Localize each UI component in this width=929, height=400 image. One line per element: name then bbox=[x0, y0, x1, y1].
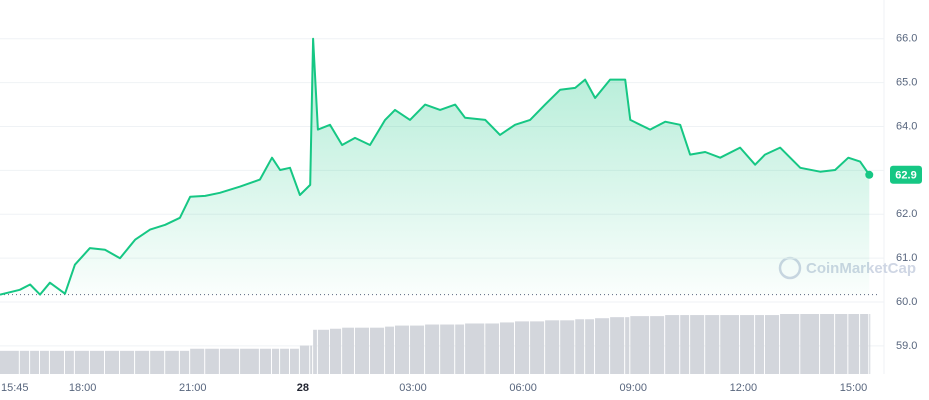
volume-bar bbox=[575, 319, 585, 374]
volume-bar bbox=[342, 327, 354, 374]
volume-bar bbox=[310, 345, 313, 374]
volume-bar bbox=[165, 350, 179, 374]
y-tick-label: 64.0 bbox=[896, 120, 917, 132]
x-tick-label: 06:00 bbox=[509, 382, 537, 394]
volume-bar bbox=[860, 314, 869, 374]
volume-bar bbox=[560, 320, 575, 374]
volume-bar bbox=[740, 315, 755, 374]
volume-bar bbox=[410, 325, 425, 374]
volume-bar bbox=[135, 350, 150, 374]
volume-bar bbox=[0, 350, 19, 374]
volume-bar bbox=[625, 317, 630, 374]
price-line bbox=[0, 37, 871, 296]
volume-bar bbox=[595, 318, 610, 374]
volume-bar bbox=[425, 324, 440, 374]
y-tick-label: 60.0 bbox=[896, 296, 917, 308]
volume-bar bbox=[680, 315, 690, 374]
volume-bar bbox=[30, 350, 40, 374]
y-tick-label: 65.0 bbox=[896, 77, 917, 89]
volume-bar bbox=[585, 319, 595, 374]
y-tick-label: 62.0 bbox=[896, 208, 917, 220]
volume-bar bbox=[515, 321, 530, 374]
x-tick-label: 21:00 bbox=[179, 382, 207, 394]
y-tick-label: 61.0 bbox=[896, 252, 917, 264]
volume-bar bbox=[455, 324, 465, 374]
volume-bar bbox=[440, 324, 455, 374]
price-area bbox=[0, 38, 870, 295]
volume-bar bbox=[394, 325, 410, 374]
volume-bar bbox=[665, 315, 680, 374]
volume-bar bbox=[205, 348, 219, 374]
volume-bar bbox=[610, 317, 625, 374]
volume-bar bbox=[272, 348, 280, 374]
volume-bar bbox=[530, 321, 545, 374]
volume-bar bbox=[179, 350, 190, 374]
volume-bar bbox=[545, 320, 560, 374]
volume-bar bbox=[499, 322, 515, 374]
volume-bar bbox=[800, 314, 820, 374]
volume-bar bbox=[240, 348, 259, 374]
last-price-badge bbox=[890, 165, 922, 184]
volume-bar bbox=[780, 314, 800, 374]
volume-bar bbox=[835, 314, 848, 374]
volume-bar bbox=[120, 350, 135, 374]
volume-bar bbox=[869, 314, 871, 374]
last-point bbox=[865, 170, 874, 179]
volume-bar bbox=[190, 348, 205, 374]
volume-bar bbox=[765, 315, 780, 374]
volume-bar bbox=[89, 350, 104, 374]
volume-bar bbox=[64, 350, 74, 374]
volume-bar bbox=[720, 315, 740, 374]
volume-bar bbox=[219, 348, 240, 374]
volume-bar bbox=[330, 328, 342, 374]
x-tick-label: 18:00 bbox=[69, 382, 97, 394]
volume-bar bbox=[370, 327, 385, 374]
volume-bar bbox=[755, 315, 765, 374]
volume-bar bbox=[74, 350, 89, 374]
x-tick-label: 03:00 bbox=[399, 382, 427, 394]
y-tick-label: 66.0 bbox=[896, 33, 917, 45]
volume-bar bbox=[354, 327, 370, 374]
x-tick-label: 09:00 bbox=[619, 382, 647, 394]
volume-bar bbox=[290, 348, 299, 374]
y-tick-label: 59.0 bbox=[896, 340, 917, 352]
volume-bar bbox=[150, 350, 165, 374]
volume-bar bbox=[690, 315, 705, 374]
volume-bar bbox=[299, 345, 310, 374]
volume-bar bbox=[313, 329, 317, 374]
volume-bar bbox=[848, 314, 860, 374]
volume-bar bbox=[104, 350, 120, 374]
last-price-label: 62.9 bbox=[895, 170, 916, 182]
volume-bar bbox=[385, 326, 394, 374]
volume-bar bbox=[485, 323, 499, 374]
volume-bar bbox=[705, 315, 720, 374]
volume-bar bbox=[40, 350, 49, 374]
x-tick-label: 12:00 bbox=[730, 382, 758, 394]
volume-bar bbox=[259, 348, 272, 374]
volume-bar bbox=[49, 350, 64, 374]
volume-bar bbox=[820, 314, 835, 374]
volume-bar bbox=[280, 348, 289, 374]
x-tick-label: 15:45 bbox=[1, 382, 29, 394]
volume-bar bbox=[317, 329, 330, 374]
x-tick-label: 15:00 bbox=[840, 382, 868, 394]
volume-bar bbox=[650, 316, 665, 374]
x-tick-label: 28 bbox=[297, 382, 309, 394]
volume-bar bbox=[19, 350, 30, 374]
volume-bar bbox=[630, 316, 650, 374]
volume-bar bbox=[465, 323, 485, 374]
